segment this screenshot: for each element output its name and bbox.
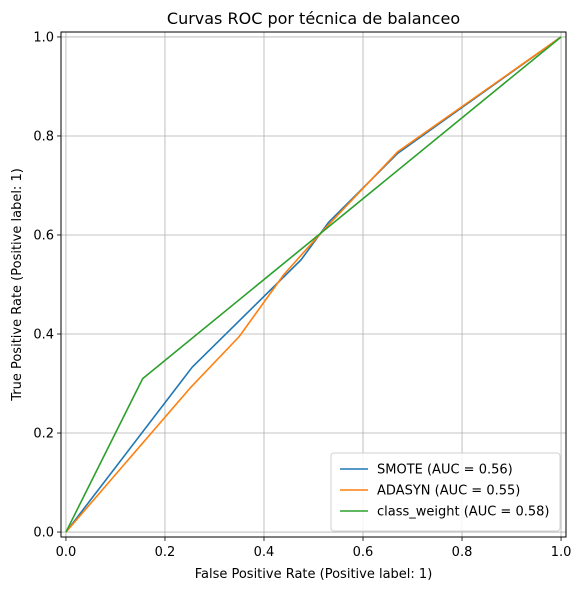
x-tick-label: 0.2 <box>155 545 176 560</box>
legend-box <box>330 452 561 532</box>
ticks: 0.0 0.2 0.4 0.6 0.8 1.0 0.0 0.2 0.4 0.6 0.8 1.0 <box>33 30 571 560</box>
x-tick-label: 0.8 <box>452 545 473 560</box>
y-tick-label: 0.4 <box>33 328 54 343</box>
legend-label-2: class_weight (AUC = 0.58) <box>377 505 549 520</box>
plot-frame <box>60 31 567 538</box>
y-tick-label: 0.8 <box>33 129 54 144</box>
grid <box>61 32 566 537</box>
legend-label-0: SMOTE (AUC = 0.56) <box>377 463 513 478</box>
x-tick-label: 0.0 <box>56 545 77 560</box>
x-axis-label: False Positive Rate (Positive label: 1) <box>195 567 433 582</box>
x-tick-label: 0.4 <box>254 545 275 560</box>
legend-label-1: ADASYN (AUC = 0.55) <box>377 484 520 499</box>
chart-title: Curvas ROC por técnica de balanceo <box>167 9 460 28</box>
y-axis-label: True Positive Rate (Positive label: 1) <box>10 168 25 402</box>
y-tick-label: 0.6 <box>33 228 54 243</box>
series-line-2 <box>65 36 562 533</box>
legend: SMOTE (AUC = 0.56) ADASYN (AUC = 0.55) cla… <box>330 452 561 532</box>
series-line-1 <box>65 36 562 533</box>
x-tick-label: 1.0 <box>551 545 572 560</box>
y-tick-label: 1.0 <box>33 30 54 45</box>
y-tick-label: 0.2 <box>33 427 54 442</box>
plot-lines <box>65 36 562 533</box>
x-tick-label: 0.6 <box>353 545 374 560</box>
y-tick-label: 0.0 <box>33 526 54 541</box>
